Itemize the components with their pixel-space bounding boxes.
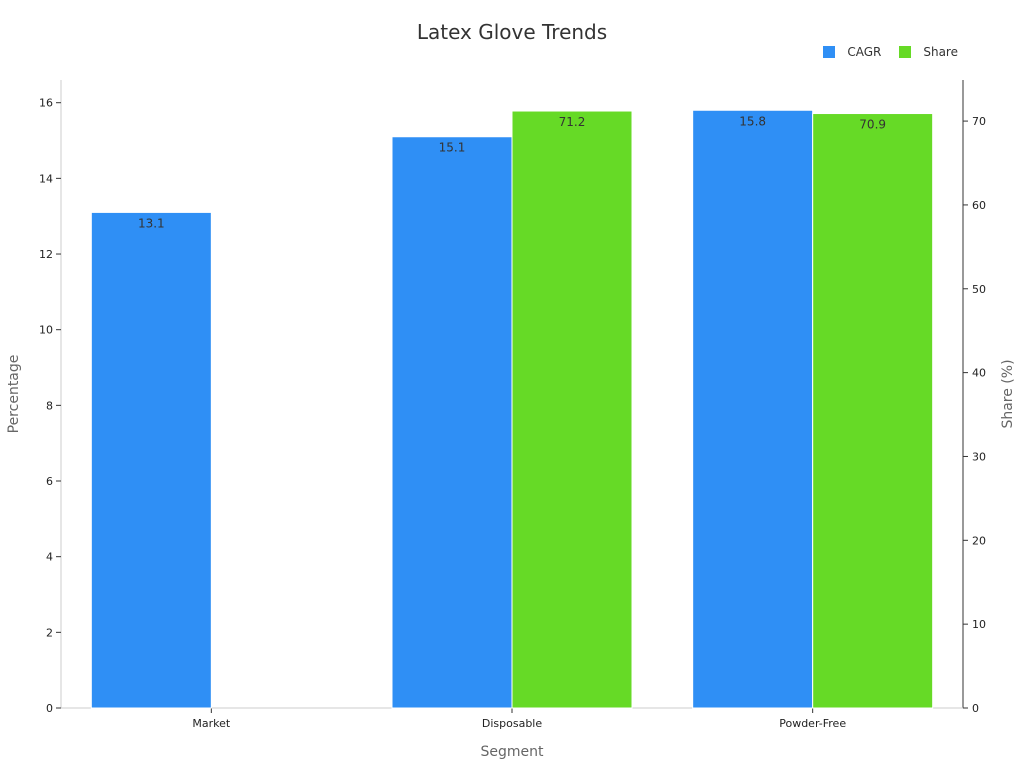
x-tick-label: Market [192,717,230,730]
legend-label-cagr: CAGR [847,45,882,59]
y-axis-title: Percentage [6,355,22,434]
y2-tick-label: 0 [972,702,979,715]
y2-tick-label: 50 [972,283,986,296]
y2-tick-label: 30 [972,450,986,463]
legend-label-share: Share [923,45,958,59]
y2-tick-label: 20 [972,534,986,547]
y-tick-label: 0 [46,702,53,715]
bar-cagr-market[interactable] [90,211,212,709]
chart-title: Latex Glove Trends [416,20,608,44]
x-tick-label: Disposable [482,717,542,730]
y-tick-label: 2 [46,626,53,639]
data-label: 70.9 [859,118,886,132]
y-tick-label: 14 [39,172,53,185]
x-axis-title: Segment [481,744,545,760]
y2-axis-title: Share (%) [1000,359,1016,428]
y-tick-label: 12 [39,248,53,261]
y-tick-label: 8 [46,399,53,412]
legend-swatch-share [899,46,912,58]
bar-cagr-powder-free[interactable] [692,109,814,709]
data-labels: 13.1 15.1 71.2 15.8 70.9 [138,114,886,230]
y2-tick-label: 40 [972,367,986,380]
bar-cagr-disposable[interactable] [391,136,513,709]
legend-item-cagr[interactable]: CAGR [823,45,881,59]
y2-tick-label: 10 [972,618,986,631]
legend-item-share[interactable]: Share [899,45,958,59]
y-tick-label: 16 [39,97,53,110]
legend-swatch-cagr [823,46,836,58]
data-label: 13.1 [138,216,165,230]
y-tick-label: 6 [46,475,53,488]
legend: CAGR Share [823,45,958,59]
data-label: 15.1 [439,141,466,155]
bar-share-powder-free[interactable] [812,113,934,709]
bars [90,109,934,709]
y-tick-label: 10 [39,324,53,337]
y-tick-label: 4 [46,551,53,564]
x-tick-label: Powder-Free [779,717,846,730]
y2-tick-label: 60 [972,199,986,212]
data-label: 15.8 [739,114,766,128]
y2-tick-label: 70 [972,115,986,128]
bar-share-disposable[interactable] [511,110,633,709]
data-label: 71.2 [559,115,586,129]
